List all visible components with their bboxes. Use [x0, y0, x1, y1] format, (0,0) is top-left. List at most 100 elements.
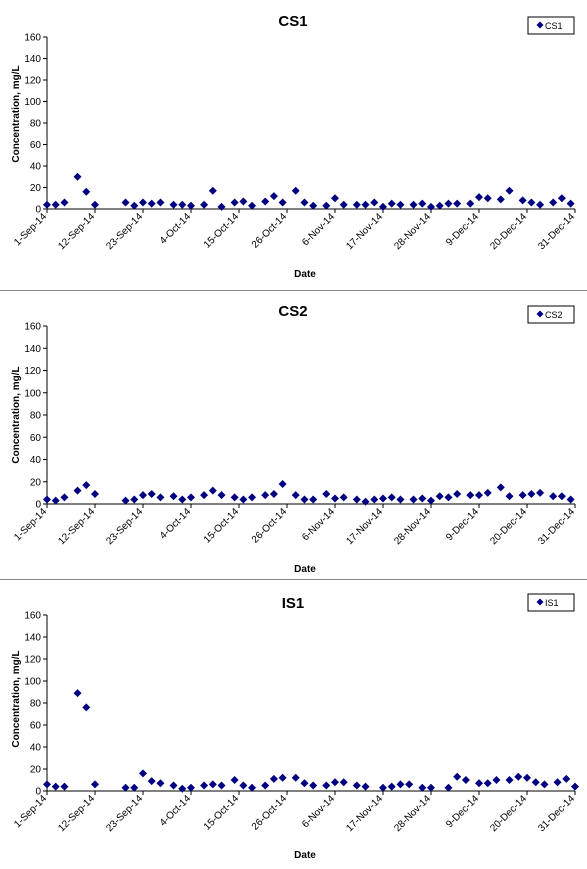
- chart-svg-cs2: CS2 CS2 Concentration, mg/L Date 0 20 40 60…: [11, 303, 577, 575]
- data-point: [435, 201, 444, 210]
- data-point: [339, 200, 348, 209]
- y-tick-label: 60: [30, 433, 42, 444]
- legend-label: CS2: [545, 310, 563, 320]
- data-point: [169, 781, 178, 790]
- chart-panel-cs1: CS1 CS1 Concentration, mg/L Date 0 20 40 60…: [0, 0, 587, 290]
- data-point: [418, 783, 427, 792]
- data-point: [121, 783, 130, 792]
- chart-panel-cs2: CS2 CS2 Concentration, mg/L Date 0 20 40 60…: [0, 290, 587, 579]
- data-point: [91, 200, 99, 209]
- y-tick-label: 160: [24, 611, 41, 622]
- data-point: [527, 198, 536, 207]
- x-tick-label: 23-Sep-14: [104, 793, 145, 834]
- data-point: [427, 496, 435, 505]
- data-point: [51, 200, 60, 209]
- plot-area: 0 20 40 60 80 100 120 140 160 1-Sep-14 12-Sep-14 23…: [12, 611, 579, 834]
- x-tick-label: 12-Sep-14: [56, 506, 97, 547]
- data-point: [475, 779, 483, 788]
- y-axis-label: Concentration, mg/L: [11, 366, 22, 463]
- data-point: [466, 199, 475, 208]
- data-point: [475, 491, 483, 500]
- x-tick-label: 26-Oct-14: [250, 793, 290, 833]
- legend-marker: [536, 21, 544, 29]
- y-tick-label: 100: [24, 97, 41, 108]
- x-tick-label: 20-Dec-14: [488, 506, 529, 547]
- data-point: [427, 202, 435, 211]
- data-point: [444, 199, 453, 208]
- data-point: [453, 772, 462, 781]
- data-point: [387, 782, 396, 791]
- legend-box: [527, 305, 575, 324]
- x-tick-label: 6-Nov-14: [300, 211, 337, 248]
- data-point: [475, 193, 483, 202]
- data-point: [169, 200, 178, 209]
- data-point: [230, 776, 239, 784]
- data-point: [352, 495, 361, 504]
- y-tick-label: 120: [24, 366, 41, 377]
- data-point: [444, 783, 453, 792]
- data-point: [396, 780, 405, 789]
- y-tick-label: 120: [24, 76, 41, 87]
- data-point: [139, 769, 147, 778]
- y-tick-label: 140: [24, 633, 41, 644]
- data-point: [396, 200, 405, 209]
- legend-box: [527, 16, 575, 35]
- data-point: [217, 491, 226, 500]
- data-point: [309, 201, 318, 210]
- data-point: [427, 783, 435, 792]
- x-tick-label: 26-Oct-14: [250, 211, 290, 251]
- data-point: [571, 782, 579, 791]
- data-point: [444, 493, 453, 502]
- data-point: [370, 198, 379, 207]
- data-point: [322, 781, 331, 790]
- data-point: [200, 781, 209, 790]
- data-point: [121, 198, 130, 207]
- y-tick-label: 100: [24, 388, 41, 399]
- y-tick-label: 80: [30, 411, 42, 422]
- data-point: [466, 491, 475, 500]
- x-tick-label: 6-Nov-14: [300, 793, 337, 830]
- data-point: [278, 479, 287, 488]
- data-point: [549, 198, 558, 207]
- data-point: [130, 201, 139, 210]
- data-point: [396, 495, 405, 504]
- chart-title: CS1: [278, 13, 307, 30]
- x-tick-label: 17-Nov-14: [344, 506, 385, 547]
- data-point: [156, 198, 165, 207]
- data-point: [156, 493, 165, 502]
- data-point: [339, 493, 348, 502]
- x-tick-label: 23-Sep-14: [104, 211, 145, 252]
- data-point: [518, 491, 527, 500]
- x-tick-label: 9-Dec-14: [444, 506, 481, 543]
- y-tick-label: 60: [30, 140, 42, 151]
- data-point: [557, 492, 566, 501]
- data-point: [139, 198, 147, 207]
- y-axis-label: Concentration, mg/L: [11, 650, 22, 747]
- data-point: [291, 186, 300, 195]
- y-tick-label: 0: [35, 205, 41, 216]
- data-point: [496, 483, 505, 492]
- data-point: [239, 197, 248, 206]
- x-tick-label: 28-Nov-14: [392, 506, 433, 547]
- x-axis-label: Date: [294, 269, 316, 280]
- x-tick-label: 15-Oct-14: [202, 793, 242, 833]
- data-point: [492, 776, 501, 784]
- data-point: [527, 489, 536, 498]
- data-point: [147, 777, 156, 786]
- data-point: [352, 200, 361, 209]
- x-tick-label: 9-Dec-14: [444, 793, 481, 830]
- data-point: [82, 481, 91, 490]
- data-point: [261, 197, 270, 206]
- data-point: [261, 491, 270, 500]
- data-point: [217, 202, 226, 211]
- data-point: [435, 492, 444, 501]
- y-tick-label: 0: [35, 787, 41, 798]
- data-point: [187, 783, 195, 792]
- x-tick-label: 4-Oct-14: [158, 211, 194, 247]
- data-point: [518, 196, 527, 205]
- data-point: [352, 781, 361, 790]
- data-point: [239, 781, 248, 790]
- data-point: [505, 492, 514, 501]
- x-tick-label: 1-Sep-14: [12, 793, 49, 830]
- data-point: [300, 495, 309, 504]
